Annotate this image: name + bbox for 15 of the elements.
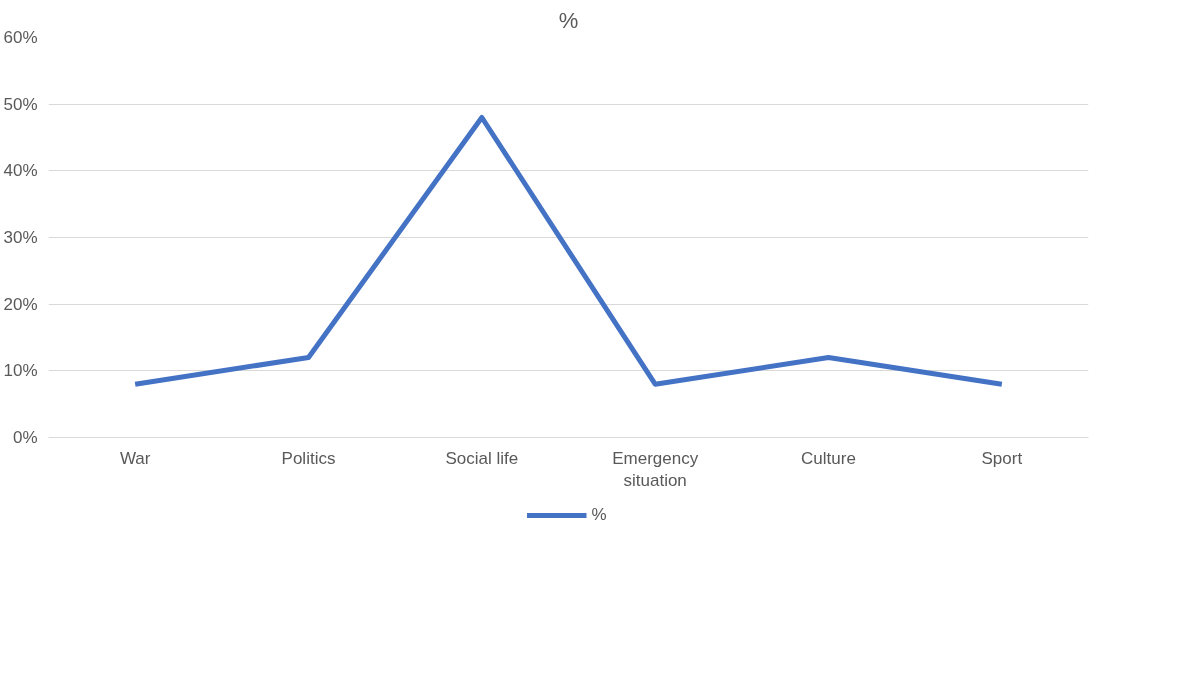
y-tick-label: 40% <box>3 161 38 181</box>
legend-label: % <box>591 505 608 525</box>
chart-title: % <box>558 7 579 33</box>
y-tick-label: 30% <box>3 228 38 247</box>
x-tick-label: Social life <box>445 448 519 468</box>
y-tick-label: 50% <box>3 94 38 114</box>
y-tick-label: 0% <box>12 428 38 447</box>
x-tick-label: War <box>119 448 151 468</box>
x-tick-label: Sport <box>981 448 1023 468</box>
y-tick-label: 10% <box>3 361 38 381</box>
x-tick-label: Culture <box>801 448 856 468</box>
y-tick-label: 20% <box>3 294 38 314</box>
x-tick-label: Emergency situation <box>612 448 699 491</box>
x-tick-label: Politics <box>281 448 336 468</box>
y-tick-label: 60% <box>3 28 38 47</box>
